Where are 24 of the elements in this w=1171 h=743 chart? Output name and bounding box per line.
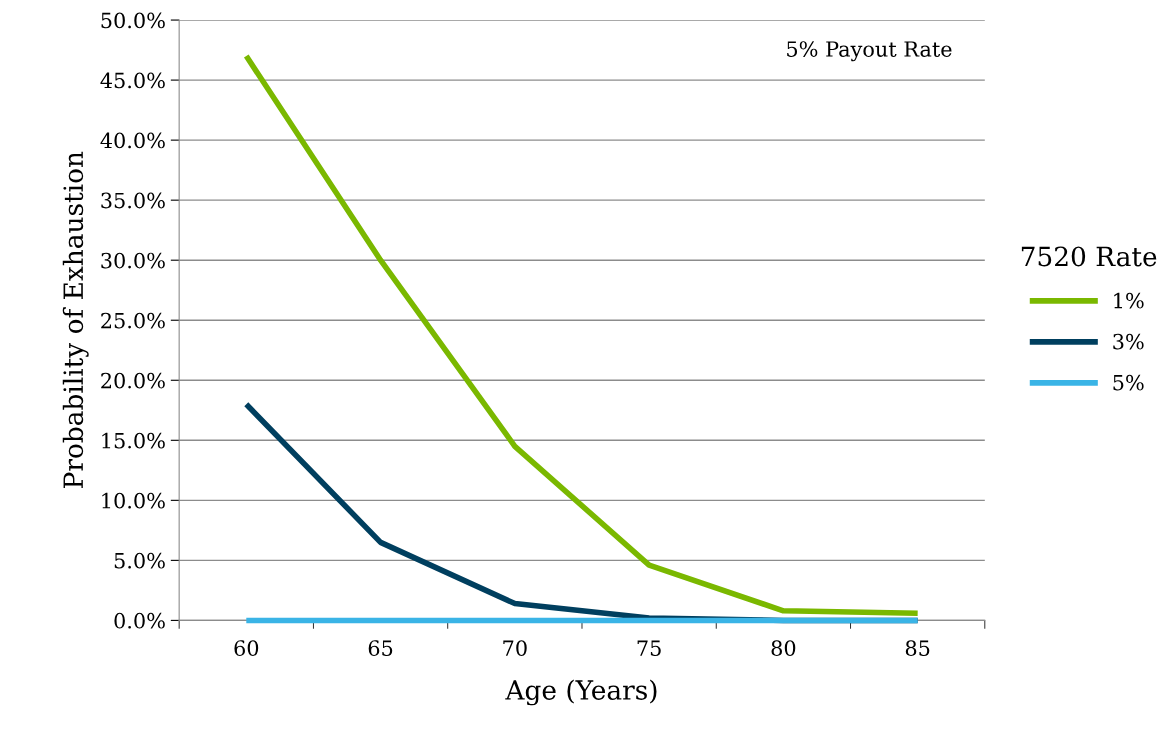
annotation: 5% Payout Rate (787, 41, 952, 62)
y-tick-label: 10.0% (102, 492, 165, 509)
y-tick-label: 0.0% (114, 612, 165, 629)
x-tick-label: 70 (503, 640, 527, 656)
x-tick-label: 75 (637, 640, 661, 656)
y-tick-label: 45.0% (100, 72, 165, 89)
legend-title: 7520 Rate (1021, 246, 1157, 267)
y-tick-label: 30.0% (101, 252, 165, 269)
y-tick-label: 25.0% (101, 312, 165, 329)
x-tick-label: 65 (368, 640, 393, 656)
y-axis-title: Probability of Exhaustion (62, 151, 89, 488)
x-axis-title: Age (Years) (505, 679, 657, 706)
x-tick-label: 85 (905, 640, 930, 656)
y-tick-label: 35.0% (101, 192, 165, 209)
y-tick-label: 40.0% (100, 132, 165, 149)
x-tick-label: 80 (771, 640, 796, 656)
y-tick-label: 50.0% (101, 12, 165, 29)
y-tick-label: 5.0% (114, 552, 165, 569)
legend-label: 3% (1113, 333, 1144, 350)
x-tick-label: 60 (234, 640, 259, 656)
y-tick-label: 15.0% (102, 432, 165, 449)
legend-label: 5% (1113, 374, 1144, 391)
y-tick-label: 20.0% (101, 372, 165, 389)
legend-label: 1% (1114, 292, 1144, 309)
